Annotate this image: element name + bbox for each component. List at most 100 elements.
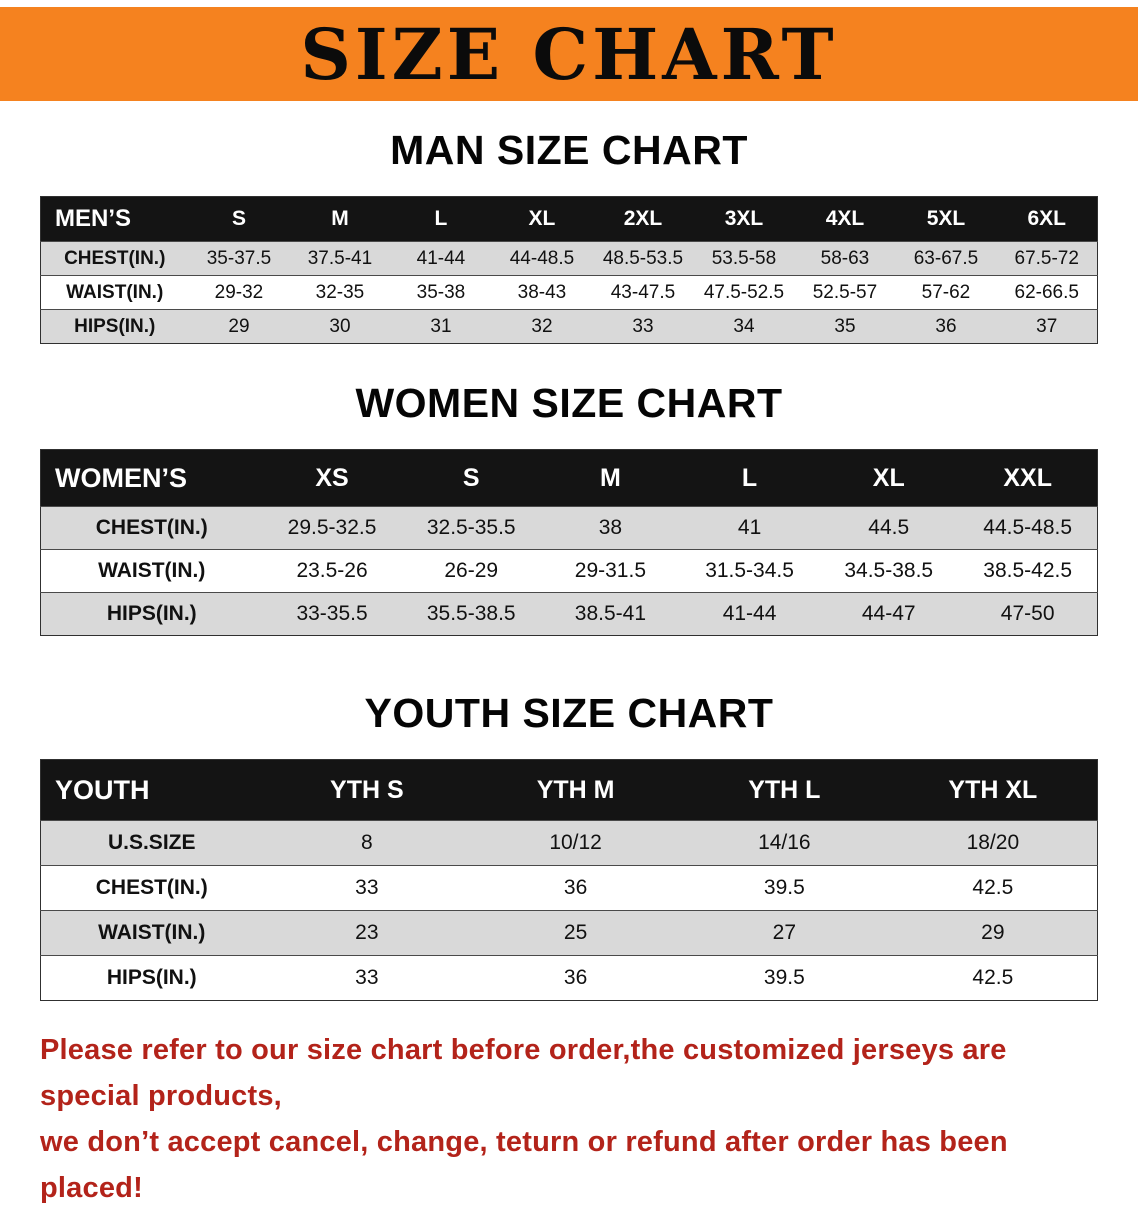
size-value-cell: 29-31.5 xyxy=(574,559,647,582)
size-value-cell: 10/12 xyxy=(549,831,602,854)
size-value-cell: 44-47 xyxy=(861,602,916,625)
size-value-cell: 37.5-41 xyxy=(307,247,373,269)
size-value-cell: 41-44 xyxy=(722,602,777,625)
size-value-cell: 33 xyxy=(355,876,379,899)
size-value-cell: 32 xyxy=(531,315,553,337)
size-column-header: S xyxy=(188,196,290,242)
size-value-cell: 44-48.5 xyxy=(509,247,575,269)
size-column-header: 5XL xyxy=(895,196,997,242)
table-row: HIPS(IN.) 33-35.5 35.5-38.5 38.5-41 41-44 44-… xyxy=(40,592,1098,636)
youth-size-table: YOUTH YTH S YTH M YTH L YTH XL U.S.SIZE 8 10/12… xyxy=(40,759,1098,1001)
size-value-cell: 42.5 xyxy=(972,876,1014,899)
size-value-cell: 27 xyxy=(772,921,797,944)
size-value-cell: 47.5-52.5 xyxy=(703,281,785,303)
header-row: YOUTH YTH S YTH M YTH L YTH XL xyxy=(40,759,1098,821)
size-chart-page: SIZE CHART MAN SIZE CHART MEN’S S M L XL 2XL 3… xyxy=(0,7,1138,1211)
size-value-cell: 47-50 xyxy=(1000,602,1055,625)
table-title-cell: WOMEN’S xyxy=(40,449,263,507)
size-value-cell: 32-35 xyxy=(315,281,365,303)
size-value-cell: 44.5-48.5 xyxy=(983,516,1073,539)
men-chart-heading: MAN SIZE CHART xyxy=(390,127,748,173)
size-value-cell: 39.5 xyxy=(763,876,805,899)
size-value-cell: 29 xyxy=(981,921,1005,944)
disclaimer: Please refer to our size chart before or… xyxy=(40,1027,1098,1211)
table-header: YOUTH YTH S YTH M YTH L YTH XL xyxy=(40,759,1098,821)
table-row: HIPS(IN.) 29 30 31 32 33 34 35 36 37 xyxy=(40,309,1098,344)
table-title-cell: MEN’S xyxy=(40,196,189,242)
size-value-cell: 35-38 xyxy=(416,281,466,303)
size-table: WOMEN’S XS S M L XL XXL CHEST(IN.) 29.5-32.5 32.5… xyxy=(40,449,1098,636)
size-value-cell: 44.5 xyxy=(868,516,910,539)
table-row: HIPS(IN.) 33 36 39.5 42.5 xyxy=(40,955,1098,1001)
row-label: CHEST(IN.) xyxy=(64,247,166,269)
size-value-cell: 36 xyxy=(563,876,588,899)
size-value-cell: 48.5-53.5 xyxy=(602,247,684,269)
disclaimer-line-2: we don’t accept cancel, change, teturn o… xyxy=(40,1126,1008,1204)
size-value-cell: 43-47.5 xyxy=(610,281,676,303)
size-value-cell: 41 xyxy=(737,516,762,539)
size-value-cell: 38.5-41 xyxy=(574,602,647,625)
row-label: WAIST(IN.) xyxy=(66,281,164,303)
size-column-header: L xyxy=(679,449,820,507)
size-column-header: YTH XL xyxy=(888,759,1098,821)
size-column-header: YTH S xyxy=(262,759,472,821)
disclaimer-line-1: Please refer to our size chart before or… xyxy=(40,1034,1007,1112)
row-label: CHEST(IN.) xyxy=(95,516,208,539)
table-row: CHEST(IN.) 35-37.5 37.5-41 41-44 44-48.5 48.5… xyxy=(40,241,1098,276)
table-row: CHEST(IN.) 29.5-32.5 32.5-35.5 38 41 44.5 44.5… xyxy=(40,506,1098,550)
size-value-cell: 42.5 xyxy=(972,966,1014,989)
size-column-header: XL xyxy=(819,449,959,507)
size-column-header: XS xyxy=(262,449,402,507)
row-label: CHEST(IN.) xyxy=(95,876,208,899)
size-column-header: XXL xyxy=(958,449,1098,507)
women-size-table: WOMEN’S XS S M L XL XXL CHEST(IN.) 29.5-32.5 32.5… xyxy=(40,449,1098,636)
table-row: CHEST(IN.) 33 36 39.5 42.5 xyxy=(40,865,1098,911)
size-column-header: YTH M xyxy=(471,759,680,821)
size-value-cell: 23.5-26 xyxy=(296,559,368,582)
women-size-chart-section: WOMEN SIZE CHART WOMEN’S XS S M L XL XXL CHEST(… xyxy=(0,380,1138,636)
size-column-header: S xyxy=(401,449,541,507)
size-value-cell: 38.5-42.5 xyxy=(983,559,1073,582)
row-label: HIPS(IN.) xyxy=(106,966,197,989)
size-value-cell: 29-32 xyxy=(214,281,264,303)
table-header: WOMEN’S XS S M L XL XXL xyxy=(40,449,1098,507)
row-label: U.S.SIZE xyxy=(107,831,196,854)
size-value-cell: 33-35.5 xyxy=(296,602,368,625)
size-table: MEN’S S M L XL 2XL 3XL 4XL 5XL 6XL CHEST(IN.) 35-37… xyxy=(40,196,1098,344)
size-value-cell: 35-37.5 xyxy=(206,247,272,269)
youth-size-chart-section: YOUTH SIZE CHART YOUTH YTH S YTH M YTH L YTH… xyxy=(0,690,1138,1001)
size-value-cell: 31.5-34.5 xyxy=(705,559,794,582)
table-row: WAIST(IN.) 23.5-26 26-29 29-31.5 31.5-34.5 34… xyxy=(40,549,1098,593)
row-label: HIPS(IN.) xyxy=(74,315,156,337)
size-value-cell: 31 xyxy=(430,315,452,337)
row-label: WAIST(IN.) xyxy=(98,559,206,582)
size-value-cell: 30 xyxy=(329,315,351,337)
size-value-cell: 58-63 xyxy=(820,247,870,269)
size-value-cell: 36 xyxy=(563,966,588,989)
size-column-header: 3XL xyxy=(693,196,795,242)
table-row: WAIST(IN.) 23 25 27 29 xyxy=(40,910,1098,956)
size-value-cell: 29.5-32.5 xyxy=(287,516,377,539)
size-column-header: YTH L xyxy=(679,759,889,821)
size-value-cell: 53.5-58 xyxy=(711,247,777,269)
size-column-header: 2XL xyxy=(592,196,694,242)
size-value-cell: 57-62 xyxy=(921,281,971,303)
size-value-cell: 14/16 xyxy=(758,831,811,854)
size-column-header: M xyxy=(540,449,680,507)
size-column-header: 4XL xyxy=(794,196,896,242)
size-value-cell: 39.5 xyxy=(763,966,805,989)
table-row: U.S.SIZE 8 10/12 14/16 18/20 xyxy=(40,820,1098,866)
size-value-cell: 33 xyxy=(632,315,654,337)
table-body: CHEST(IN.) 35-37.5 37.5-41 41-44 44-48.5 48.5… xyxy=(40,241,1098,344)
table-row: WAIST(IN.) 29-32 32-35 35-38 38-43 43-47.5 47.… xyxy=(40,275,1098,310)
header-row: WOMEN’S XS S M L XL XXL xyxy=(40,449,1098,507)
size-chart-sections: MAN SIZE CHART MEN’S S M L XL 2XL 3XL 4XL 5XL 6XL… xyxy=(0,127,1138,1001)
page-title: SIZE CHART xyxy=(300,12,838,96)
size-value-cell: 35 xyxy=(834,315,856,337)
size-value-cell: 37 xyxy=(1036,315,1058,337)
youth-chart-heading: YOUTH SIZE CHART xyxy=(364,690,774,736)
size-table: YOUTH YTH S YTH M YTH L YTH XL U.S.SIZE 8 10/12… xyxy=(40,759,1098,1001)
size-value-cell: 18/20 xyxy=(966,831,1020,854)
size-value-cell: 34 xyxy=(733,315,755,337)
table-body: U.S.SIZE 8 10/12 14/16 18/20 CHEST(IN.) 33 36 39… xyxy=(40,820,1098,1001)
